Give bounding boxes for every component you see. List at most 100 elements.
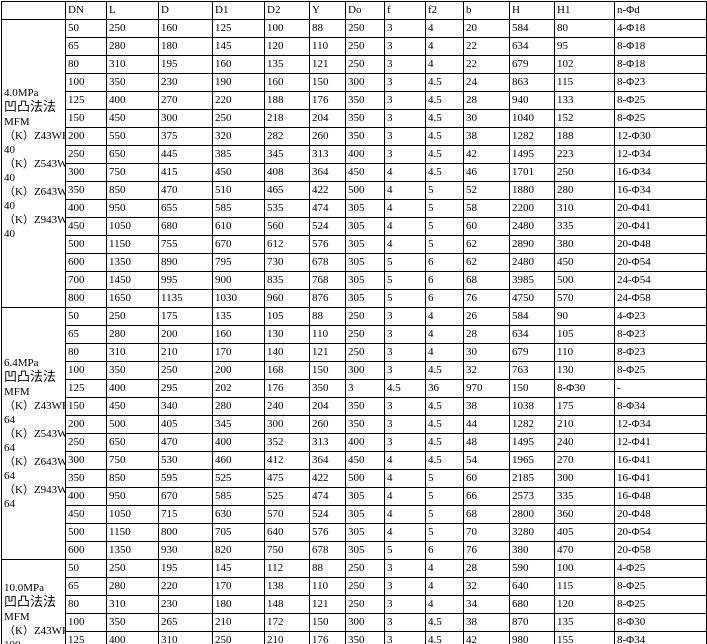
cell-b: 28 bbox=[463, 325, 510, 344]
cell-L: 400 bbox=[106, 91, 159, 110]
cell-DN: 125 bbox=[65, 379, 107, 398]
cell-D2: 172 bbox=[264, 613, 310, 632]
section-model-line-1: 100 bbox=[4, 638, 65, 644]
cell-L: 400 bbox=[106, 631, 159, 644]
cell-f2: 4 bbox=[425, 595, 464, 614]
cell-f: 3 bbox=[384, 307, 426, 326]
cell-Do: 305 bbox=[345, 289, 385, 308]
cell-D: 405 bbox=[158, 415, 213, 434]
cell-L: 850 bbox=[106, 469, 159, 488]
cell-H: 679 bbox=[509, 343, 555, 362]
section-model-line-1: 40 bbox=[4, 144, 15, 156]
cell-nd: 8-Φ34 bbox=[614, 631, 707, 644]
cell-H: 1040 bbox=[509, 109, 555, 128]
section-model-line-6: （K）Z943WF- bbox=[4, 214, 65, 226]
cell-f2: 4 bbox=[425, 343, 464, 362]
cell-Do: 350 bbox=[345, 91, 385, 110]
cell-Y: 524 bbox=[309, 505, 346, 524]
section-model-line-2: （K）Z543WF- bbox=[4, 158, 65, 170]
cell-H: 1880 bbox=[509, 181, 555, 200]
cell-Y: 110 bbox=[309, 577, 346, 596]
cell-D: 200 bbox=[158, 325, 213, 344]
cell-Y: 474 bbox=[309, 199, 346, 218]
cell-D: 415 bbox=[158, 163, 213, 182]
cell-DN: 450 bbox=[65, 505, 107, 524]
cell-Do: 250 bbox=[345, 343, 385, 362]
cell-D1: 525 bbox=[212, 469, 265, 488]
cell-D1: 145 bbox=[212, 37, 265, 56]
cell-L: 500 bbox=[106, 415, 159, 434]
cell-DN: 600 bbox=[65, 253, 107, 272]
cell-f2: 4 bbox=[425, 325, 464, 344]
cell-f2: 5 bbox=[425, 181, 464, 200]
cell-b: 38 bbox=[463, 613, 510, 632]
cell-DN: 80 bbox=[65, 595, 107, 614]
cell-f2: 6 bbox=[425, 253, 464, 272]
cell-f: 3 bbox=[384, 91, 426, 110]
cell-f2: 4.5 bbox=[425, 127, 464, 146]
cell-nd: 8-Φ30 bbox=[614, 613, 707, 632]
cell-H: 2480 bbox=[509, 253, 555, 272]
cell-D2: 475 bbox=[264, 469, 310, 488]
cell-f: 4 bbox=[384, 451, 426, 470]
cell-DN: 200 bbox=[65, 415, 107, 434]
column-header-Do: Do bbox=[345, 1, 385, 20]
cell-nd: 8-Φ23 bbox=[614, 343, 707, 362]
cell-f2: 5 bbox=[425, 235, 464, 254]
cell-D2: 352 bbox=[264, 433, 310, 452]
cell-b: 34 bbox=[463, 595, 510, 614]
cell-DN: 50 bbox=[65, 19, 107, 38]
cell-b: 44 bbox=[463, 415, 510, 434]
table-row: 150 450 340 280 240 204 350 3 4.5 38 1038 175 8-Φ34 bbox=[2, 397, 707, 416]
cell-b: 60 bbox=[463, 469, 510, 488]
cell-Do: 300 bbox=[345, 361, 385, 380]
cell-L: 350 bbox=[106, 73, 159, 92]
cell-D2: 138 bbox=[264, 577, 310, 596]
cell-H1: 100 bbox=[554, 559, 615, 578]
table-row: 600 1350 930 820 750 678 305 5 6 76 380 470 20-Φ58 bbox=[2, 541, 707, 560]
cell-nd: 16-Φ41 bbox=[614, 451, 707, 470]
cell-DN: 500 bbox=[65, 235, 107, 254]
cell-H1: 80 bbox=[554, 19, 615, 38]
cell-f2: 5 bbox=[425, 217, 464, 236]
cell-H: 584 bbox=[509, 19, 555, 38]
cell-Do: 250 bbox=[345, 577, 385, 596]
cell-H1: 405 bbox=[554, 523, 615, 542]
cell-b: 22 bbox=[463, 55, 510, 74]
cell-H: 980 bbox=[509, 631, 555, 644]
cell-f: 5 bbox=[384, 253, 426, 272]
cell-nd: 16-Φ48 bbox=[614, 487, 707, 506]
cell-b: 68 bbox=[463, 505, 510, 524]
cell-nd: 8-Φ23 bbox=[614, 325, 707, 344]
cell-H: 763 bbox=[509, 361, 555, 380]
cell-nd: 4-Φ25 bbox=[614, 559, 707, 578]
column-header-nd: n-Φd bbox=[614, 1, 707, 20]
cell-H: 1038 bbox=[509, 397, 555, 416]
cell-H: 3280 bbox=[509, 523, 555, 542]
table-row: 250 650 445 385 345 313 400 3 4.5 42 1495 223 12-Φ34 bbox=[2, 145, 707, 164]
cell-H: 634 bbox=[509, 37, 555, 56]
cell-L: 280 bbox=[106, 577, 159, 596]
cell-H1: 90 bbox=[554, 307, 615, 326]
cell-Do: 350 bbox=[345, 631, 385, 644]
table-row: 65 280 180 145 120 110 250 3 4 22 634 95 8-Φ18 bbox=[2, 37, 707, 56]
cell-Do: 500 bbox=[345, 181, 385, 200]
table-row: 700 1450 995 900 835 768 305 5 6 68 3985 500 24-Φ54 bbox=[2, 271, 707, 290]
cell-H: 680 bbox=[509, 595, 555, 614]
cell-f: 3 bbox=[384, 145, 426, 164]
cell-nd: 16-Φ41 bbox=[614, 469, 707, 488]
cell-L: 650 bbox=[106, 145, 159, 164]
cell-D1: 190 bbox=[212, 73, 265, 92]
cell-Do: 300 bbox=[345, 73, 385, 92]
cell-b: 30 bbox=[463, 109, 510, 128]
column-header-DN: DN bbox=[65, 1, 107, 20]
cell-D1: 160 bbox=[212, 55, 265, 74]
section-flange-code: MFM bbox=[4, 386, 30, 398]
cell-Y: 350 bbox=[309, 379, 346, 398]
cell-Y: 678 bbox=[309, 253, 346, 272]
cell-b: 62 bbox=[463, 235, 510, 254]
cell-Y: 121 bbox=[309, 343, 346, 362]
cell-H: 590 bbox=[509, 559, 555, 578]
cell-Do: 305 bbox=[345, 541, 385, 560]
